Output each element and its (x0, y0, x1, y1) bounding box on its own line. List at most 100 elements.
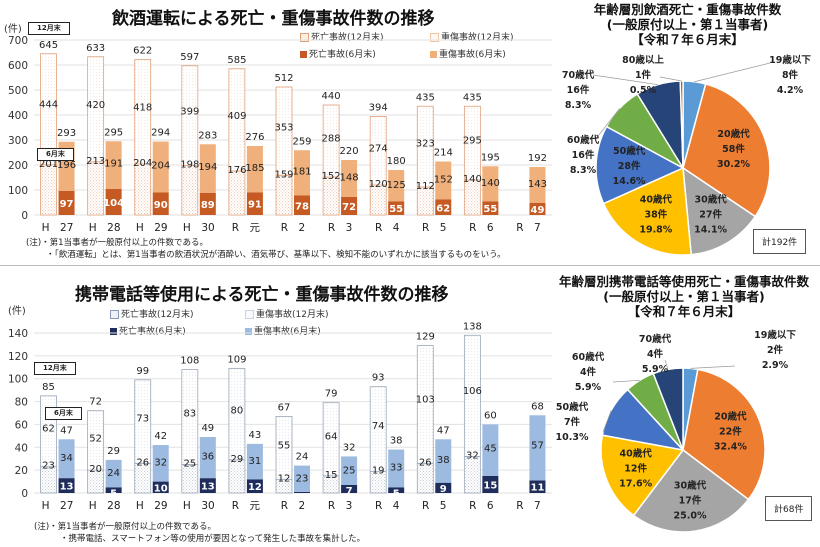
y-tick-label: 600 (8, 60, 28, 72)
data-label-dec-fatal: 25 (183, 458, 196, 469)
x-tick-label: R 7 (516, 500, 540, 512)
data-label-dec-fatal: 140 (463, 174, 482, 185)
bar-jun-fatal (482, 475, 499, 493)
data-label-dec-serious: 274 (369, 143, 388, 154)
bar-dec-serious (228, 68, 246, 172)
bar-jun-fatal (435, 482, 452, 493)
bar-dec-serious (369, 116, 387, 186)
y-tick-label: 120 (8, 351, 28, 363)
data-label-jun-serious: 185 (245, 163, 264, 174)
pie-label-text: 19.8% (639, 225, 672, 236)
pie-label-text: 17件 (679, 494, 702, 506)
bar-jun-serious (435, 439, 452, 483)
bar-jun-fatal (435, 199, 452, 215)
pie-label-text: 0.5% (630, 85, 657, 96)
bar-jun-fatal (58, 190, 75, 215)
data-label-dec-fatal: 19 (372, 465, 385, 476)
data-label-dec-fatal: 152 (322, 171, 341, 182)
pie-label-text: 30歳代 (694, 193, 727, 205)
data-label-dec-total: 109 (227, 354, 246, 365)
data-label-dec-serious: 323 (416, 139, 435, 150)
data-label-jun-fatal: 97 (60, 199, 74, 210)
data-label-jun-serious: 23 (296, 473, 309, 484)
x-tick-label: R 元 (232, 222, 261, 234)
leader-line (592, 74, 658, 86)
data-label-dec-fatal: 15 (325, 470, 338, 481)
pie-label-text: 19歳以下 (754, 329, 796, 341)
bar-jun-serious (294, 465, 310, 492)
pie-label-text: 80歳以上 (622, 54, 664, 66)
data-label-jun-total: 47 (60, 425, 73, 436)
data-label-dec-total: 85 (42, 382, 55, 393)
bar-dec-serious (40, 53, 57, 166)
data-label-jun-total: 276 (245, 132, 264, 143)
data-label-dec-serious: 288 (322, 133, 341, 144)
data-label-jun-total: 192 (528, 153, 547, 164)
pie-label-text: 5.9% (642, 364, 669, 375)
phone-pie-chart: 19歳以下 2件 2.9% 20歳代 22件 32.4% 30歳代 17件 25.0% 40歳代 1… (556, 329, 796, 533)
bar-dec-serious (87, 56, 105, 163)
y-tick-label: 140 (8, 328, 28, 340)
legend-item: 重傷事故(6月末) (430, 47, 550, 60)
data-label-dec-total: 394 (369, 103, 388, 114)
data-label-jun-fatal: 1 (299, 493, 306, 504)
pie-title-line: 【令和７年６月末】 (627, 304, 741, 319)
pie-label-text: 16件 (572, 149, 595, 161)
drunk-notes: (注)・第1当事者が一般原付以上の件数である。 ・「飲酒運転」とは、第1当事者の… (26, 237, 506, 261)
data-label-jun-total: 60 (484, 410, 497, 421)
data-label-dec-total: 435 (463, 92, 482, 103)
bar-jun-fatal (246, 479, 263, 493)
bar-dec-serious (181, 369, 199, 465)
bar-jun-serious (246, 443, 263, 480)
note-line: ・携帯電話、スマートフォン等の使用が要因となって発生した事故を集計した。 (60, 534, 366, 544)
data-label-jun-fatal: 104 (103, 198, 124, 209)
data-label-jun-fatal: 12 (248, 482, 262, 493)
pie-label: 19歳以下 8件 4.2% (769, 54, 811, 96)
bar-jun-fatal (482, 201, 499, 215)
bar-dec-fatal (463, 456, 481, 494)
data-label-jun-serious: 24 (107, 468, 120, 479)
data-label-jun-serious: 36 (201, 452, 214, 463)
pie-slice (682, 166, 757, 256)
pie-label-text: 8件 (782, 69, 799, 81)
pie-label-text: 50歳代 (613, 145, 646, 157)
bar-dec-serious (416, 105, 434, 188)
bar-dec-serious (228, 368, 246, 461)
pie-label-text: 14.1% (694, 224, 727, 235)
dec-tag: 12月末 (34, 362, 76, 375)
bar-jun-serious (341, 456, 358, 485)
bar-dec-serious (275, 86, 293, 176)
bar-jun-fatal (105, 189, 122, 215)
pie-label-text: 4.2% (777, 85, 804, 96)
data-label-jun-total: 220 (340, 146, 359, 157)
y-tick-label: 400 (8, 110, 28, 122)
data-label-jun-fatal: 10 (154, 483, 168, 494)
pie-slice (595, 125, 685, 205)
data-label-jun-fatal: 55 (483, 204, 497, 215)
data-label-jun-serious: 196 (57, 160, 76, 171)
pie-label: 70歳代 16件 8.3% (562, 69, 595, 111)
pie-label: 50歳代 7件 10.3% (556, 401, 589, 443)
pie-label: 30歳代 27件 14.1% (694, 193, 727, 235)
pie-label-text: 50歳代 (556, 401, 589, 413)
bar-jun-fatal (152, 481, 169, 493)
leader-line (602, 410, 612, 433)
pie-label: 70歳代 4件 5.9% (639, 333, 672, 375)
data-label-dec-total: 435 (416, 92, 435, 103)
bar-jun-fatal (529, 202, 546, 215)
x-tick-label: H 29 (136, 500, 168, 512)
data-label-jun-total: 42 (154, 431, 167, 442)
data-label-dec-total: 72 (89, 397, 102, 408)
data-label-jun-fatal: 91 (248, 200, 262, 211)
data-label-jun-fatal: 13 (60, 482, 74, 493)
pie-label-text: 70歳代 (639, 333, 672, 345)
pie-slice (632, 448, 750, 533)
bar-jun-fatal (294, 195, 310, 215)
pie-label-text: 58件 (722, 143, 745, 155)
y-tick-label: 100 (8, 185, 28, 197)
data-label-dec-serious: 52 (89, 433, 102, 444)
data-label-jun-total: 283 (198, 130, 217, 141)
pie-label: 60歳代 16件 8.3% (567, 134, 600, 176)
data-label-dec-serious: 444 (39, 100, 58, 111)
x-tick-label: R 6 (469, 222, 494, 234)
